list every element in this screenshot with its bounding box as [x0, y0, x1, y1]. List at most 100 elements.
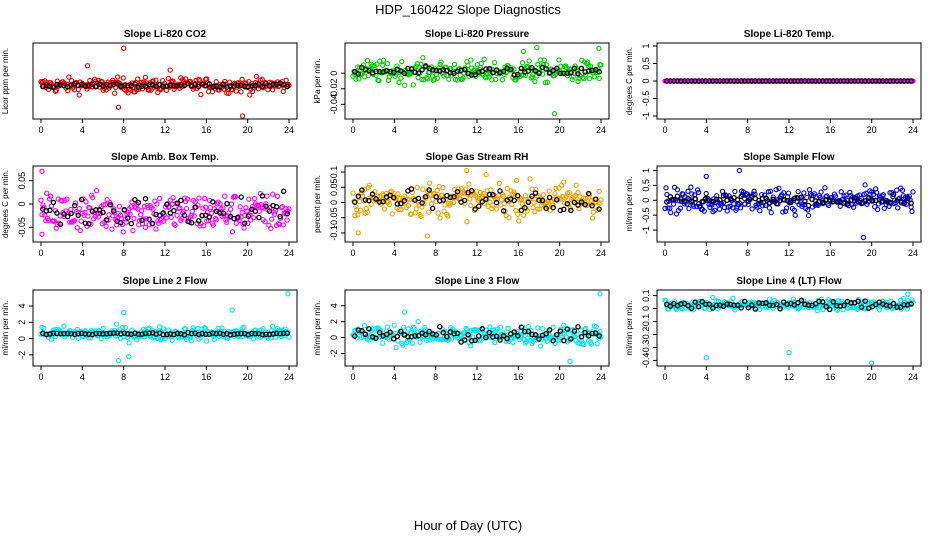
y-tick-label: -0.2	[641, 327, 651, 343]
data-point	[547, 207, 553, 214]
reference-point	[461, 337, 468, 343]
data-point	[780, 209, 786, 215]
data-point	[596, 188, 602, 195]
data-point	[241, 225, 247, 231]
data-point	[46, 86, 52, 93]
reference-point	[525, 199, 532, 206]
x-tick-label: 20	[867, 125, 877, 135]
x-tick-label: 24	[284, 372, 294, 382]
reference-point	[575, 71, 581, 77]
data-point	[223, 81, 229, 87]
y-tick-label: -1	[641, 226, 651, 234]
data-point	[210, 222, 217, 228]
data-point	[571, 330, 577, 337]
reference-point	[795, 299, 801, 306]
data-point	[487, 324, 493, 330]
reference-point	[270, 81, 276, 88]
reference-point	[398, 68, 404, 74]
outlier-point	[115, 357, 122, 364]
data-point	[466, 181, 472, 187]
data-point	[505, 325, 511, 332]
outlier-point	[860, 234, 867, 241]
reference-point	[848, 300, 854, 306]
reference-point	[86, 220, 92, 227]
reference-point	[745, 78, 752, 84]
data-point	[114, 74, 121, 80]
data-point	[245, 220, 251, 226]
data-point	[434, 187, 440, 194]
data-point	[569, 76, 575, 83]
reference-point	[557, 70, 564, 77]
reference-point	[699, 78, 705, 84]
reference-point	[362, 331, 369, 338]
reference-point	[571, 65, 578, 72]
reference-point	[376, 329, 383, 336]
data-point	[880, 192, 886, 198]
data-point	[389, 211, 395, 217]
reference-point	[160, 210, 166, 216]
reference-point	[472, 71, 478, 78]
data-point	[77, 227, 83, 234]
x-tick-label: 16	[513, 248, 523, 258]
reference-point	[713, 78, 720, 84]
data-point	[366, 182, 372, 188]
reference-point	[734, 302, 741, 308]
x-tick-label: 12	[784, 125, 794, 135]
reference-point	[536, 336, 542, 342]
reference-point	[561, 337, 567, 344]
data-point	[364, 58, 371, 64]
data-point	[720, 200, 727, 206]
reference-point	[848, 78, 854, 84]
reference-point	[858, 200, 865, 207]
reference-point	[532, 190, 539, 196]
y-tick-label: 0.05	[17, 172, 27, 190]
reference-point	[195, 218, 202, 224]
y-tick-label: 0.5	[641, 57, 651, 70]
data-point	[174, 212, 180, 219]
data-point	[122, 324, 128, 331]
y-tick-label: -0.05	[17, 217, 27, 238]
data-point	[188, 337, 194, 344]
data-point	[909, 208, 915, 215]
reference-point	[249, 83, 255, 89]
outlier-point	[424, 233, 431, 239]
reference-point	[862, 298, 868, 304]
data-point	[791, 207, 797, 213]
data-point	[487, 199, 493, 205]
reference-point	[841, 302, 847, 309]
reference-point	[773, 200, 780, 207]
x-tick-label: 20	[243, 248, 253, 258]
data-point	[239, 209, 245, 215]
reference-point	[390, 336, 397, 342]
data-point	[391, 322, 397, 328]
reference-point	[904, 78, 911, 84]
data-point	[522, 193, 529, 199]
data-point	[531, 199, 537, 206]
data-point	[539, 325, 546, 332]
reference-point	[596, 333, 602, 339]
data-point	[510, 339, 516, 346]
x-axis-label: Hour of Day (UTC)	[413, 518, 523, 533]
data-point	[54, 78, 60, 84]
data-point	[478, 60, 484, 67]
data-point	[286, 206, 292, 212]
x-tick-label: 8	[121, 125, 126, 135]
x-tick-label: 12	[472, 372, 482, 382]
y-axis-label: ml/min per min.	[1, 301, 10, 356]
y-tick-label: 0	[329, 200, 339, 205]
data-point	[142, 224, 149, 231]
data-point	[492, 59, 498, 66]
data-point	[72, 200, 79, 206]
reference-point	[164, 201, 170, 208]
data-point	[441, 208, 447, 214]
reference-point	[78, 196, 85, 203]
y-tick-label: 0	[17, 201, 27, 206]
data-point	[751, 188, 757, 194]
reference-point	[568, 70, 574, 76]
reference-point	[352, 199, 358, 205]
reference-point	[238, 194, 244, 200]
reference-point	[57, 221, 64, 227]
data-point	[561, 179, 567, 185]
y-tick-label: -1	[641, 112, 651, 120]
data-point	[493, 76, 499, 83]
